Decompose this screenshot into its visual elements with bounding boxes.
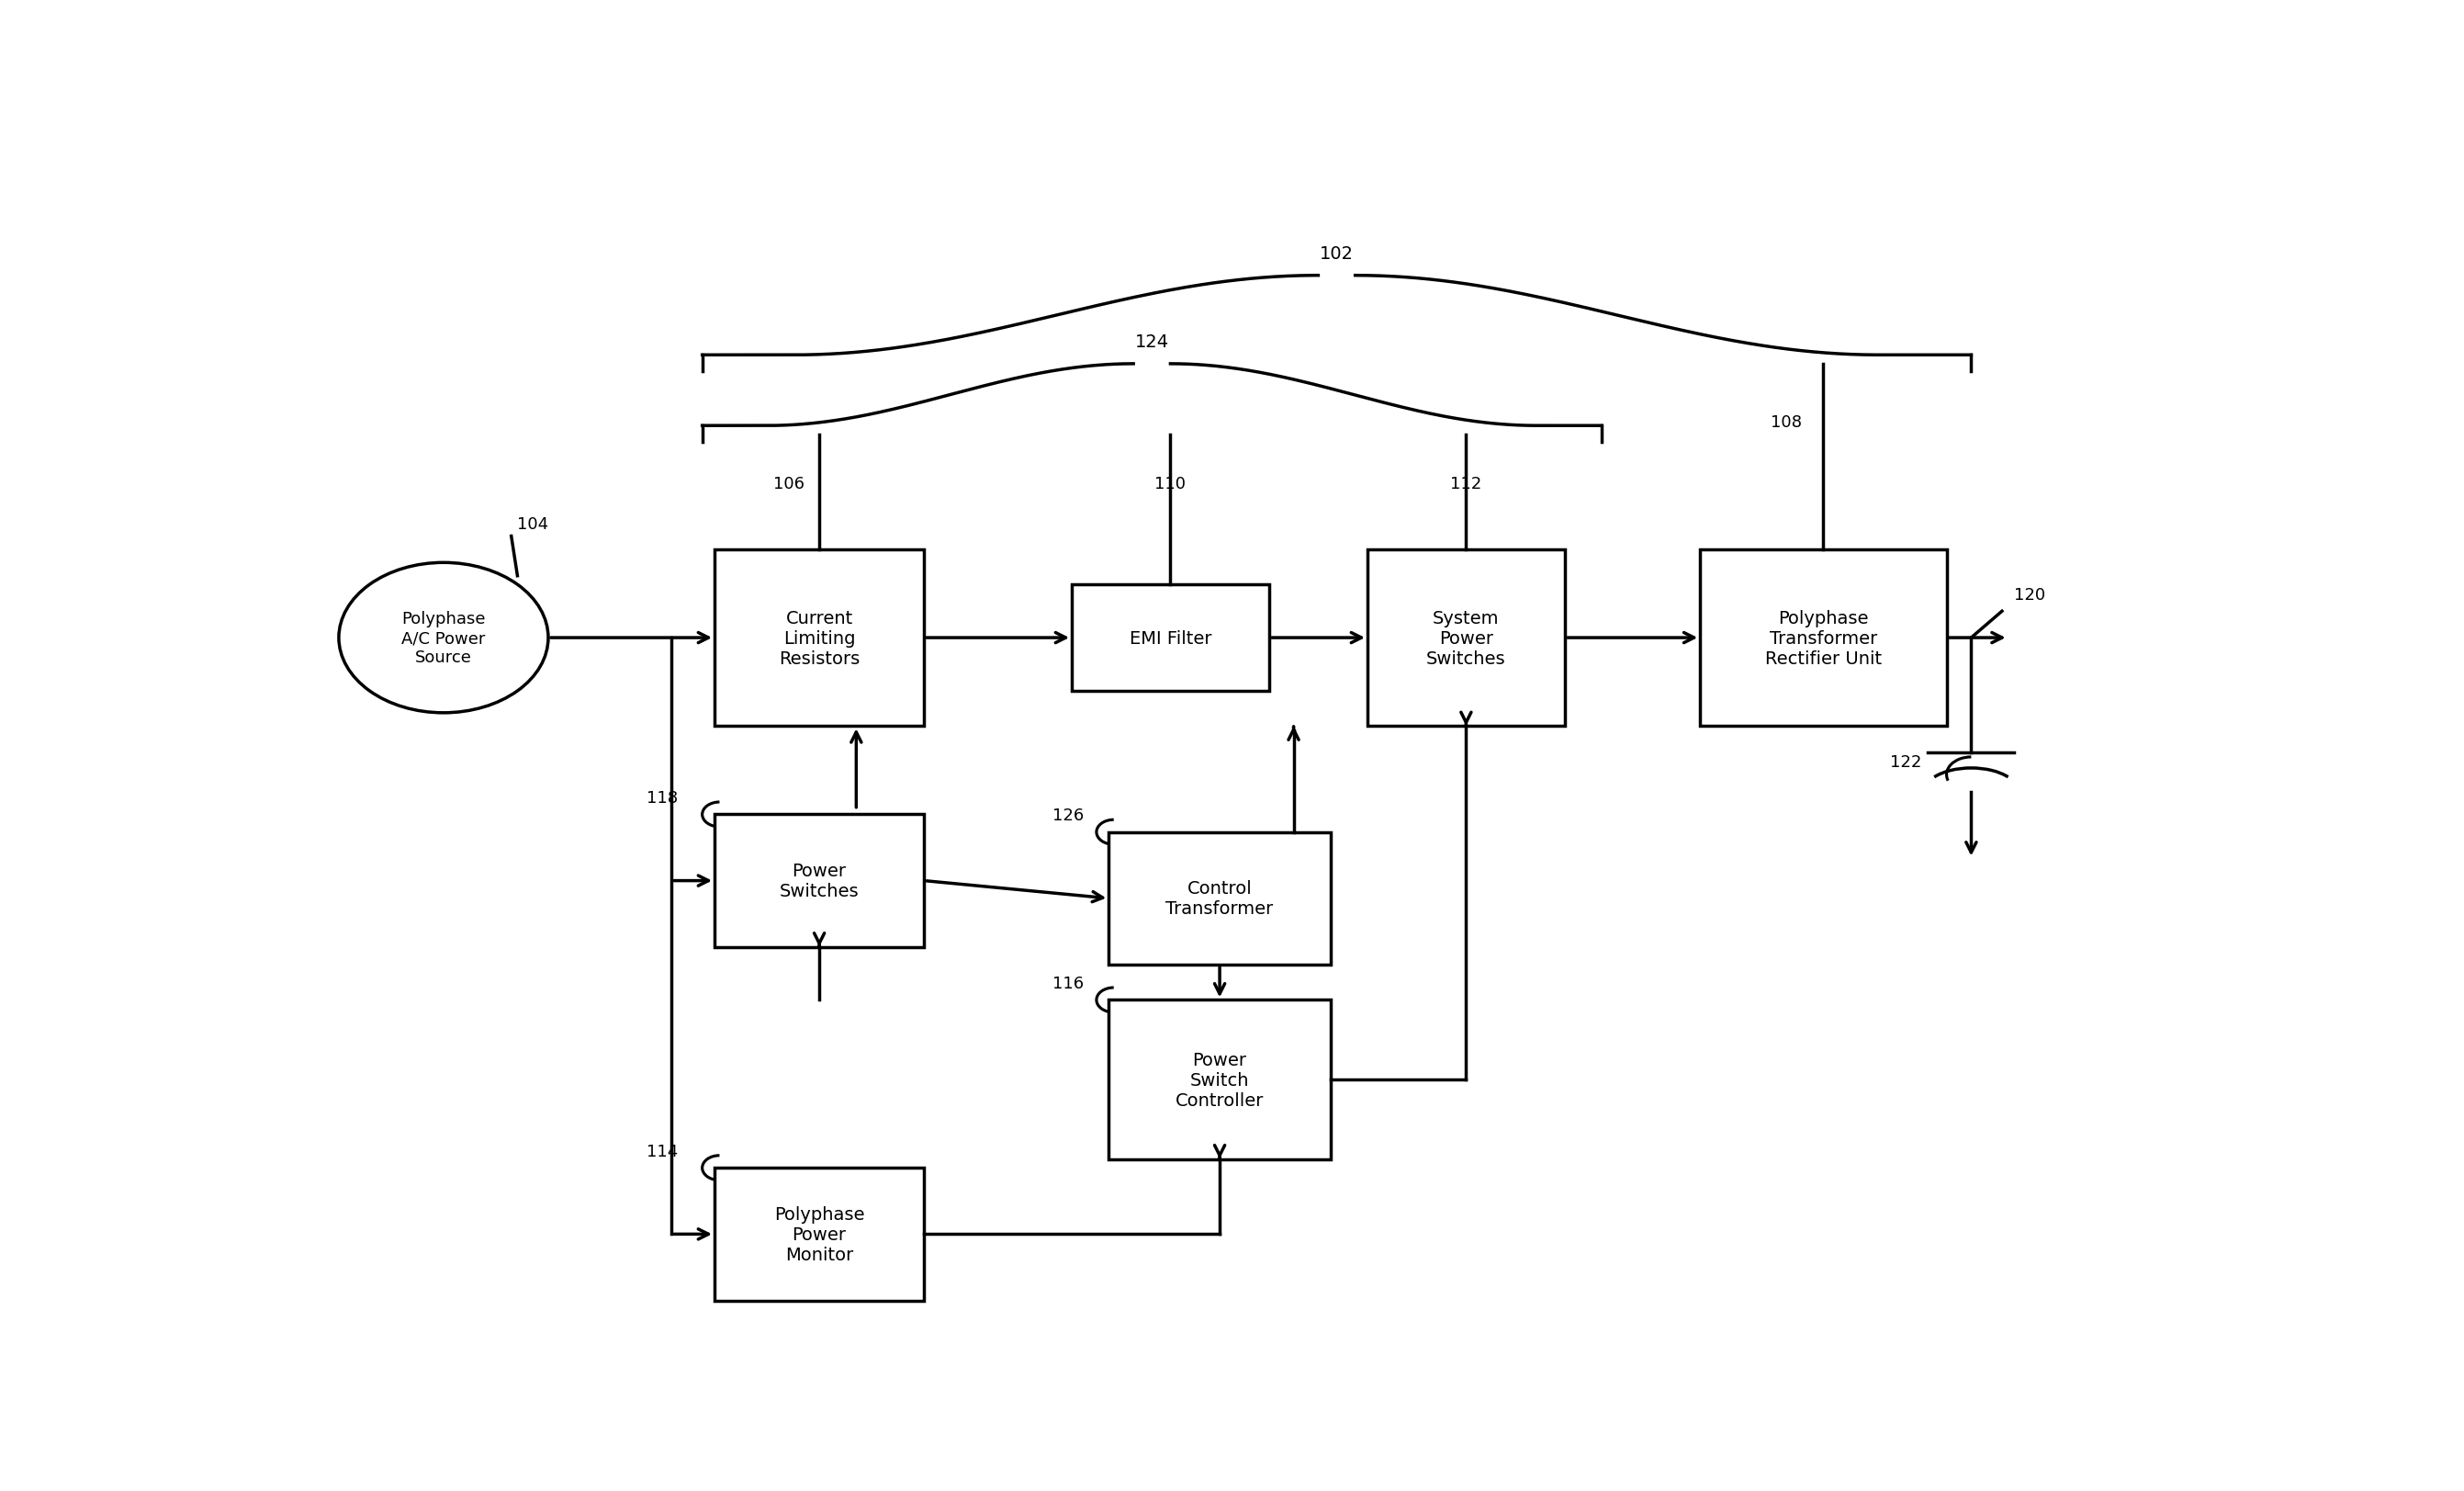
Text: Current
Limiting
Resistors: Current Limiting Resistors [779, 610, 860, 666]
Text: 114: 114 [646, 1142, 678, 1159]
Text: 102: 102 [1321, 246, 1353, 262]
Bar [715, 550, 924, 726]
Text: EMI Filter: EMI Filter [1129, 629, 1212, 647]
Bar [715, 1167, 924, 1300]
Text: 110: 110 [1156, 476, 1185, 492]
Circle shape [340, 564, 549, 713]
Bar [1109, 1000, 1331, 1159]
Bar [1109, 832, 1331, 965]
Bar [715, 814, 924, 947]
Text: 120: 120 [2016, 586, 2045, 602]
Text: System
Power
Switches: System Power Switches [1427, 610, 1506, 666]
Text: 116: 116 [1052, 975, 1084, 992]
Bar [1072, 584, 1269, 692]
Text: Polyphase
Power
Monitor: Polyphase Power Monitor [774, 1205, 865, 1263]
Text: 118: 118 [646, 789, 678, 807]
Text: 106: 106 [774, 476, 803, 492]
Text: Polyphase
Transformer
Rectifier Unit: Polyphase Transformer Rectifier Unit [1764, 610, 1882, 666]
Text: 112: 112 [1451, 476, 1481, 492]
Text: 122: 122 [1890, 753, 1922, 769]
Text: Power
Switch
Controller: Power Switch Controller [1175, 1051, 1264, 1109]
Text: Power
Switches: Power Switches [779, 862, 860, 901]
Bar [1368, 550, 1565, 726]
Text: 124: 124 [1136, 334, 1168, 350]
Text: 126: 126 [1052, 807, 1084, 823]
Bar [1700, 550, 1947, 726]
Text: Control
Transformer: Control Transformer [1165, 880, 1274, 917]
Text: Polyphase
A/C Power
Source: Polyphase A/C Power Source [402, 611, 485, 665]
Text: 108: 108 [1772, 414, 1801, 431]
Text: 104: 104 [517, 516, 549, 532]
